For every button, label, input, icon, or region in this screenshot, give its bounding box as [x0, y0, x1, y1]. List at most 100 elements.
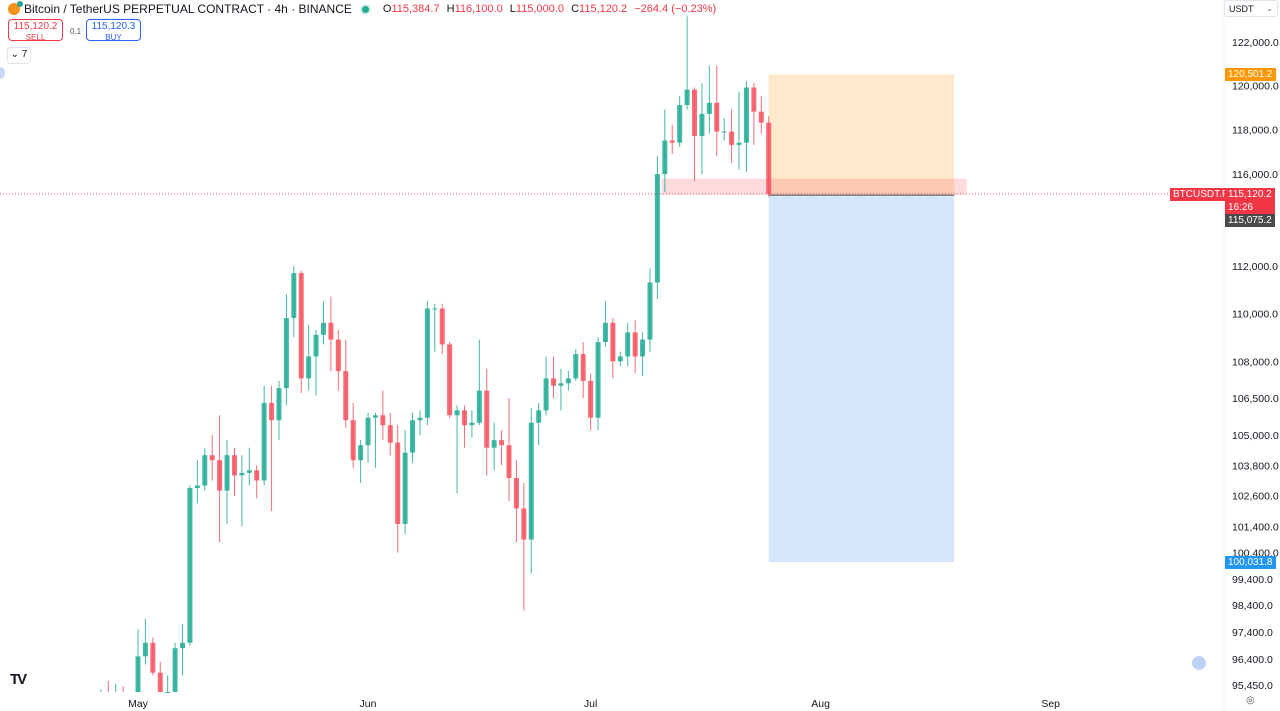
- buy-label: BUY: [105, 33, 122, 42]
- tradingview-logo: TV: [10, 671, 27, 688]
- candle: [231, 455, 237, 476]
- candle: [706, 102, 712, 114]
- candle: [239, 472, 245, 476]
- candle: [246, 470, 252, 473]
- candle: [714, 102, 720, 132]
- candle: [476, 390, 482, 423]
- y-tick-label: 112,000.0: [1232, 261, 1278, 273]
- stop-price-tag: 100,031.8: [1225, 556, 1276, 569]
- sell-button[interactable]: 115,120.2 SELL: [8, 19, 63, 42]
- sell-price: 115,120.2: [13, 21, 58, 32]
- candle: [372, 415, 378, 418]
- symbol-title[interactable]: Bitcoin / TetherUS PERPETUAL CONTRACT · …: [24, 2, 352, 16]
- candle: [692, 89, 697, 137]
- candle: [610, 322, 616, 362]
- y-tick-label: 101,400.0: [1232, 522, 1279, 534]
- change: −264.4 (−0.23%): [634, 3, 717, 15]
- x-tick-label: Aug: [811, 698, 830, 710]
- candle: [365, 417, 371, 446]
- entry-price-tag: 115,075.2: [1225, 214, 1275, 227]
- candle: [684, 89, 690, 106]
- candle: [380, 415, 386, 426]
- candle: [528, 422, 534, 540]
- candle: [432, 308, 438, 310]
- candle: [402, 452, 408, 524]
- y-tick-label: 98,400.0: [1232, 600, 1273, 612]
- candle: [625, 332, 631, 357]
- candle: [640, 339, 646, 357]
- y-tick-label: 95,450.0: [1232, 680, 1273, 692]
- candle: [276, 388, 282, 421]
- y-tick-label: 105,000.0: [1232, 430, 1279, 442]
- candle: [499, 440, 505, 446]
- settings-icon[interactable]: ◎: [1246, 695, 1255, 706]
- candle: [521, 508, 527, 540]
- candle: [758, 111, 764, 123]
- stop-zone: [768, 195, 955, 563]
- buy-price: 115,120.3: [91, 21, 136, 32]
- candle: [602, 322, 608, 343]
- candle: [647, 282, 653, 340]
- indicators-toggle[interactable]: ⌄ 7: [7, 47, 31, 64]
- candle: [269, 402, 275, 421]
- last-price: 115,120.2: [1228, 189, 1272, 200]
- last-price-tag: 115,120.2 16:26: [1225, 188, 1275, 214]
- candle: [721, 131, 727, 133]
- chat-bubble-button[interactable]: [1192, 656, 1206, 670]
- candle: [209, 455, 215, 461]
- candle: [595, 342, 601, 418]
- candle: [736, 142, 742, 145]
- market-open-icon: [361, 5, 369, 13]
- symbol-header: Bitcoin / TetherUS PERPETUAL CONTRACT · …: [8, 1, 716, 17]
- candles: [100, 16, 772, 693]
- y-tick-label: 103,800.0: [1232, 460, 1279, 472]
- candle: [291, 273, 297, 319]
- candle: [654, 174, 660, 283]
- candle: [454, 410, 460, 416]
- y-tick-label: 97,400.0: [1232, 627, 1273, 639]
- sell-label: SELL: [25, 33, 46, 42]
- open-value: 115,384.7: [391, 3, 440, 15]
- candle: [410, 420, 416, 453]
- candle: [751, 87, 757, 112]
- currency-select[interactable]: USDT ⌄: [1224, 0, 1278, 17]
- x-tick-label: Jul: [584, 698, 597, 710]
- candle: [261, 402, 267, 481]
- candle: [358, 445, 364, 461]
- candle: [165, 691, 171, 693]
- y-tick-label: 102,600.0: [1232, 491, 1279, 503]
- candle: [766, 122, 772, 195]
- candle: [573, 354, 579, 379]
- target-price-tag: 120,501.2: [1225, 68, 1276, 81]
- y-tick-label: 96,400.0: [1232, 654, 1273, 666]
- low-value: 115,000.0: [515, 3, 565, 15]
- high-value: 116,100.0: [454, 3, 503, 15]
- candle: [669, 140, 675, 143]
- candle: [424, 308, 430, 418]
- x-tick-label: Jun: [360, 698, 377, 710]
- close-label: C: [571, 3, 580, 15]
- candle: [328, 322, 334, 340]
- candle: [298, 273, 304, 379]
- y-tick-label: 122,000.0: [1232, 37, 1279, 49]
- candle: [417, 417, 423, 421]
- high-label: H: [446, 3, 455, 15]
- low-label: L: [509, 3, 516, 15]
- currency-value: USDT: [1229, 4, 1254, 14]
- candle: [484, 390, 490, 448]
- drawing-handle[interactable]: [0, 67, 5, 79]
- candle: [551, 378, 557, 386]
- candle: [536, 410, 542, 423]
- y-tick-label: 116,000.0: [1232, 169, 1278, 181]
- candle: [729, 131, 735, 145]
- buy-button[interactable]: 115,120.3 BUY: [86, 19, 141, 42]
- candle: [254, 470, 260, 481]
- candle: [743, 87, 749, 143]
- bitcoin-logo-icon: [8, 1, 23, 15]
- spread: 0.1: [70, 27, 82, 36]
- candle: [506, 445, 512, 478]
- candle: [157, 672, 163, 692]
- candle: [335, 339, 341, 372]
- y-tick-label: 99,400.0: [1232, 574, 1273, 586]
